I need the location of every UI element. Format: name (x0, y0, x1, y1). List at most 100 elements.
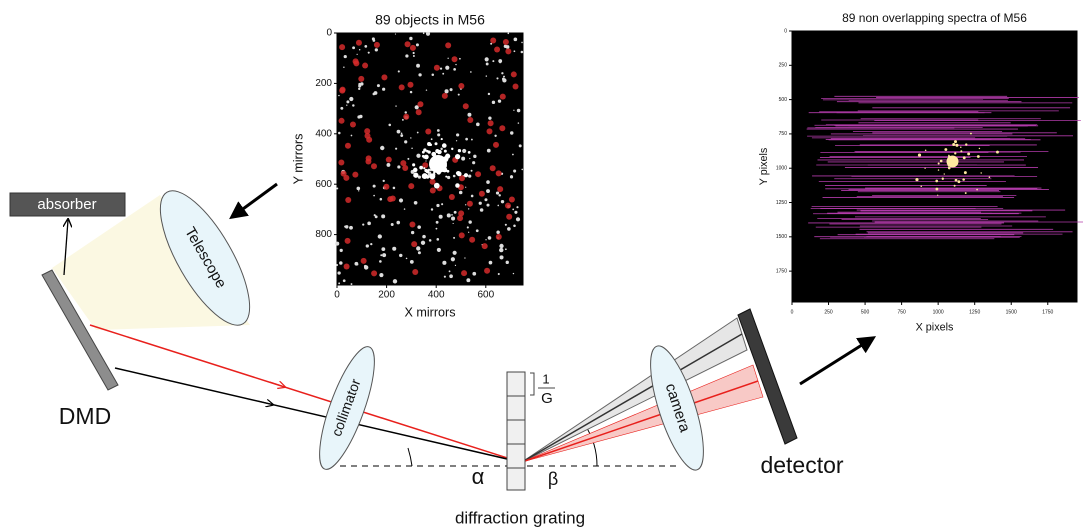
star (513, 37, 518, 42)
star (453, 210, 457, 214)
selected-star (343, 174, 350, 181)
star (362, 223, 365, 226)
plot-arrow (229, 182, 278, 220)
star (372, 92, 376, 96)
star (409, 259, 414, 264)
x-tick-label: 200 (378, 290, 395, 301)
star (468, 231, 470, 233)
star (513, 224, 516, 228)
star (451, 216, 456, 221)
selected-star (358, 75, 365, 82)
star (439, 67, 443, 70)
star (435, 227, 438, 230)
camera-lens (650, 345, 704, 471)
star (358, 190, 360, 192)
star (447, 175, 451, 180)
star (965, 143, 968, 146)
y-axis-label: Y mirrors (291, 134, 305, 185)
selected-star (417, 101, 424, 108)
star (510, 131, 514, 135)
star (464, 257, 466, 259)
y-tick-label: 0 (326, 28, 332, 39)
star (468, 174, 472, 178)
star (410, 230, 415, 235)
star (504, 248, 507, 251)
y-tick-label: 250 (779, 63, 788, 69)
core-star (455, 183, 460, 188)
star (431, 73, 435, 76)
selected-star (408, 183, 415, 190)
red-ray (89, 324, 521, 463)
star (425, 160, 427, 162)
star (358, 48, 361, 51)
star (472, 161, 476, 165)
selected-star (478, 190, 485, 197)
selected-star (339, 86, 346, 93)
core-star (457, 149, 462, 153)
star (422, 234, 426, 239)
selected-star (458, 175, 465, 182)
star (458, 190, 463, 195)
star (476, 122, 480, 127)
star (454, 264, 457, 267)
selected-star (340, 170, 347, 177)
star (379, 273, 384, 278)
plot-area (336, 32, 524, 286)
star (490, 42, 493, 45)
star (404, 111, 407, 114)
core-star (413, 167, 418, 173)
star (960, 150, 963, 153)
star (400, 134, 404, 137)
star (475, 229, 479, 233)
star (430, 138, 433, 141)
selected-star (381, 74, 388, 81)
star (937, 169, 940, 171)
star (466, 226, 469, 229)
core-star (463, 173, 469, 178)
selected-star (481, 243, 488, 250)
star (499, 243, 504, 249)
core-star (412, 163, 416, 167)
star (479, 208, 484, 212)
star (449, 88, 453, 92)
selected-star (429, 178, 436, 185)
star (491, 100, 496, 105)
telescope-lens (159, 190, 251, 326)
star (410, 137, 412, 139)
star (388, 123, 392, 127)
selected-star (398, 84, 405, 91)
star (401, 118, 404, 121)
star (486, 180, 490, 184)
star (457, 93, 460, 96)
star (339, 248, 343, 253)
star (392, 186, 396, 190)
selected-star (445, 42, 452, 49)
grating-label: diffraction grating (455, 508, 585, 527)
selected-star (403, 113, 410, 120)
selected-star (499, 93, 506, 100)
x-tick-label: 1750 (1042, 309, 1053, 315)
star (507, 32, 510, 35)
star (416, 153, 421, 158)
selected-star (484, 267, 491, 274)
grating (506, 371, 526, 491)
selected-star (400, 160, 407, 167)
selected-star (502, 39, 509, 46)
red-beam (521, 364, 764, 463)
g-label: G (541, 390, 553, 407)
star (374, 215, 378, 219)
star (473, 154, 477, 159)
detector (737, 308, 798, 445)
star (924, 167, 926, 169)
selected-star (429, 187, 436, 194)
selected-star (371, 270, 378, 277)
star (465, 186, 467, 188)
star (456, 133, 460, 137)
star (495, 191, 500, 195)
selected-star (497, 186, 504, 193)
star (967, 152, 971, 156)
plots: 0 200 400 600 0 200 400 600 800 89 objects in M56… (291, 11, 1083, 333)
selected-star (433, 64, 440, 71)
star (364, 45, 368, 48)
star (954, 152, 957, 155)
